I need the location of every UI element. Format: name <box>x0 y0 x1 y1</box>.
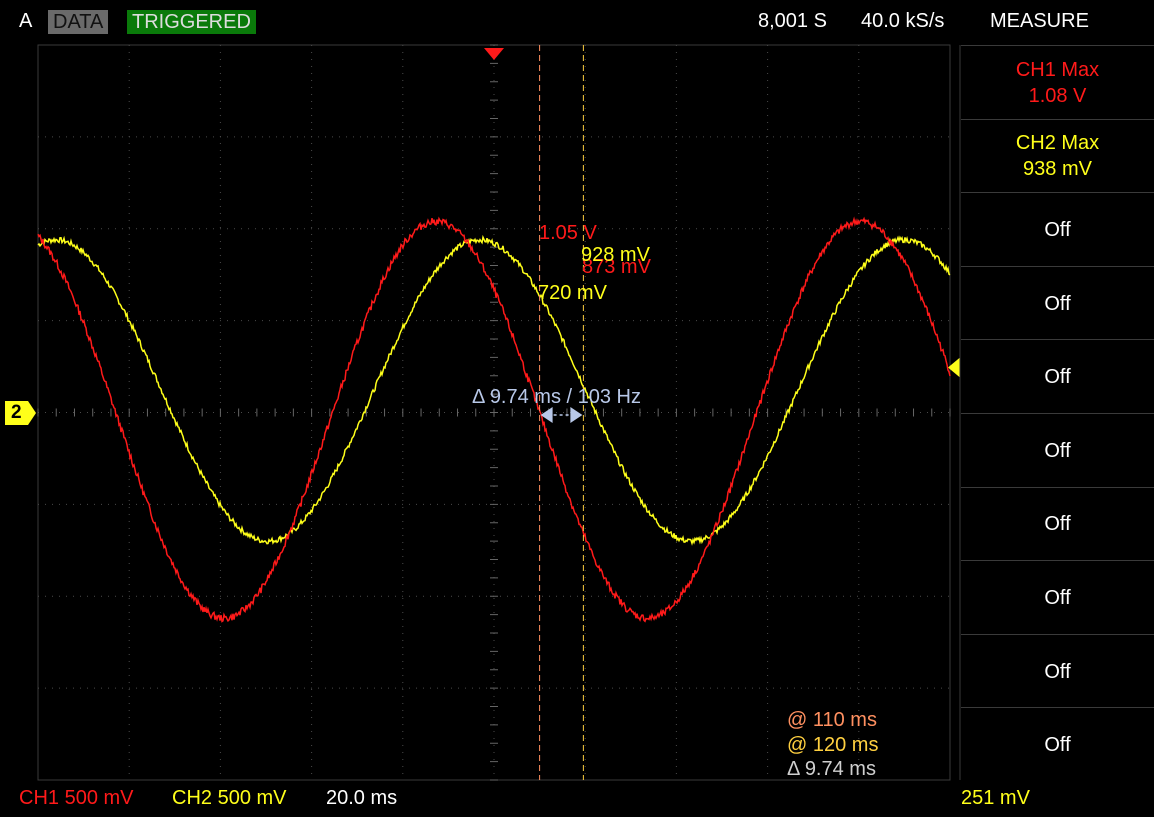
measure-value: 938 mV <box>1023 158 1092 181</box>
ch2-cursor-b-readout: 928 mV <box>581 244 650 266</box>
ch2-cursor-a-readout: 720 mV <box>538 282 607 304</box>
measure-label: Off <box>1044 513 1071 536</box>
measure-slot-7[interactable]: Off <box>961 486 1154 562</box>
measure-slot-9[interactable]: Off <box>961 633 1154 709</box>
measure-label: Off <box>1044 366 1071 389</box>
measure-label: Off <box>1044 660 1071 683</box>
cursor-delta-left-arrow-icon <box>540 407 553 423</box>
measure-label: Off <box>1044 439 1071 462</box>
measure-label: Off <box>1044 218 1071 241</box>
measure-label: Off <box>1044 586 1071 609</box>
ch2-waveform <box>37 234 951 546</box>
measure-slot-4[interactable]: Off <box>961 265 1154 341</box>
cursor-delta-readout: Δ 9.74 ms / 103 Hz <box>472 386 641 408</box>
measure-slot-10[interactable]: Off <box>961 707 1154 782</box>
ch2-ground-marker[interactable]: 2 <box>3 400 37 426</box>
trigger-status-badge: TRIGGERED <box>127 10 256 34</box>
measure-slot-3[interactable]: Off <box>961 192 1154 267</box>
measure-slot-1[interactable]: CH1 Max 1.08 V <box>961 45 1154 120</box>
ch2-scale[interactable]: CH2 500 mV <box>172 787 287 809</box>
measure-panel-title[interactable]: MEASURE <box>990 10 1089 32</box>
ch2-marker-label: 2 <box>11 402 22 423</box>
trigger-level[interactable]: 251 mV <box>961 787 1030 809</box>
measure-slot-5[interactable]: Off <box>961 339 1154 414</box>
cursor-a-time: @ 110 ms <box>787 709 877 731</box>
ch2-marker-arrow-icon <box>5 401 36 425</box>
sample-rate: 40.0 kS/s <box>861 10 945 32</box>
measure-label: Off <box>1044 292 1071 315</box>
measure-label: CH2 Max <box>1015 132 1100 155</box>
cursor-b-time: @ 120 ms <box>787 734 879 756</box>
cursor-delta-time: Δ 9.74 ms <box>787 758 876 780</box>
ch1-waveform <box>37 216 951 623</box>
data-badge[interactable]: DATA <box>48 10 109 34</box>
measure-slot-8[interactable]: Off <box>961 560 1154 635</box>
measure-label: CH1 Max <box>1015 58 1100 81</box>
ch1-scale[interactable]: CH1 500 mV <box>19 787 134 809</box>
measure-slot-2[interactable]: CH2 Max 938 mV <box>961 118 1154 194</box>
ch1-cursor-b-readout: 873 mV <box>582 256 651 278</box>
sample-count: 8,001 S <box>758 10 827 32</box>
ch1-cursor-a-readout: 1.05 V <box>539 222 597 244</box>
measure-value: 1.08 V <box>1028 84 1087 107</box>
trigger-mode-label[interactable]: A <box>19 10 33 32</box>
trigger-position-icon <box>484 48 504 60</box>
timebase[interactable]: 20.0 ms <box>326 787 398 809</box>
cursor-delta-right-arrow-icon <box>570 407 583 423</box>
measure-label: Off <box>1044 734 1071 757</box>
trigger-level-icon <box>948 357 960 378</box>
measure-slot-6[interactable]: Off <box>961 413 1154 488</box>
